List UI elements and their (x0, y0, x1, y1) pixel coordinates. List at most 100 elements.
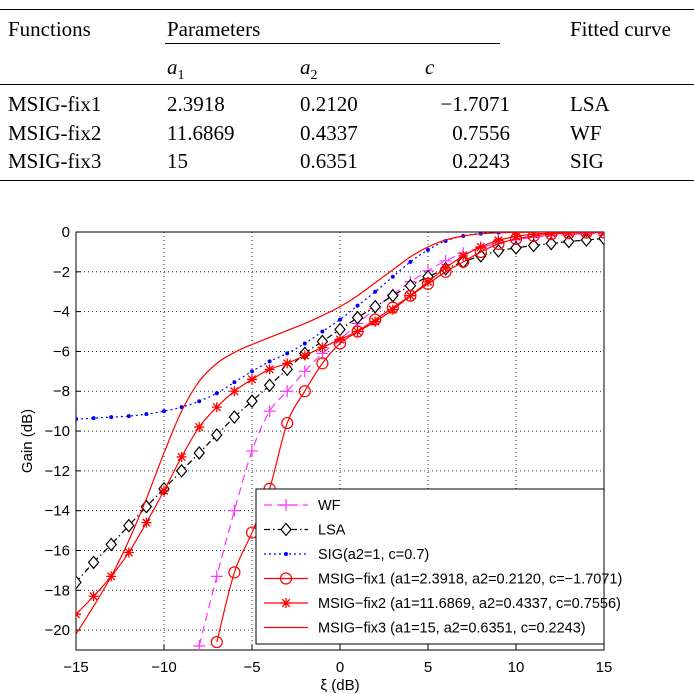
data-point-msig-fix1 (404, 289, 417, 302)
data-point-msig-fix2 (299, 350, 310, 361)
row-c: 0.7556 (452, 121, 510, 145)
data-point-sig (373, 289, 378, 294)
y-tick-label: 0 (62, 224, 70, 241)
row-c: −1.7071 (440, 92, 510, 116)
data-point-msig-fix1 (281, 416, 294, 430)
y-tick-label: −2 (53, 264, 70, 281)
legend-label: MSIG−fix1 (a1=2.3918, a2=0.2120, c=−1.70… (318, 572, 622, 588)
data-point-msig-fix2 (229, 386, 240, 397)
data-point-msig-fix2 (335, 334, 345, 345)
data-point-lsa (580, 233, 593, 247)
row-a1: 15 (167, 149, 188, 173)
x-tick-label: −5 (243, 659, 260, 676)
data-point-msig-fix2 (370, 316, 381, 327)
header-functions: Functions (8, 17, 91, 41)
legend-item-wf: WF (264, 498, 341, 514)
data-point-sig (232, 380, 237, 385)
data-point-sig (197, 399, 202, 404)
data-point-sig (162, 409, 166, 414)
data-point-lsa (351, 310, 364, 325)
x-axis-label: ξ (dB) (320, 677, 359, 694)
data-point-msig-fix1 (545, 232, 558, 241)
data-point-lsa (211, 428, 223, 442)
y-tick-label: −20 (45, 622, 70, 639)
y-tick-label: −18 (45, 582, 70, 599)
data-point-msig-fix1 (351, 325, 364, 338)
row-curve: LSA (570, 92, 610, 116)
data-point-msig-fix2 (317, 342, 328, 353)
data-point-lsa (246, 394, 258, 409)
header-c: c (425, 55, 435, 79)
row-name: MSIG-fix2 (8, 121, 102, 145)
data-point-msig-fix2 (528, 232, 539, 240)
legend-box (255, 488, 605, 645)
data-point-msig-fix2 (123, 547, 134, 558)
data-point-msig-fix1 (527, 232, 540, 243)
y-tick-label: −16 (45, 542, 70, 559)
legend-item-sig: SIG(a2=1, c=0.7) (264, 547, 429, 563)
data-point-lsa (228, 410, 241, 425)
legend-swatch-marker (280, 499, 292, 511)
data-point-msig-fix2 (458, 250, 469, 261)
data-point-sig (390, 274, 395, 279)
data-point-sig (302, 341, 307, 346)
data-point-sig (355, 303, 360, 308)
legend-label: SIG(a2=1, c=0.7) (318, 547, 429, 563)
data-point-lsa (105, 537, 117, 552)
data-point-lsa (492, 243, 505, 258)
data-point-msig-fix2 (141, 517, 152, 528)
y-axis-label: Gain (dB) (19, 409, 36, 473)
axes: −15 −10 −5 0 5 10 15 0 −2 −4 −6 −8 −10 −12 −14 −16 −18 −2… (19, 224, 612, 694)
row-a2: 0.6351 (300, 149, 358, 173)
data-point-msig-fix1 (316, 357, 329, 370)
data-point-msig-fix2 (176, 451, 187, 462)
data-point-sig (250, 369, 254, 374)
data-point-msig-fix1 (228, 566, 241, 579)
legend-swatch-marker (284, 552, 288, 556)
header-fitted-curve: Fitted curve (570, 17, 671, 41)
x-tick-label: 10 (508, 659, 525, 676)
header-a1: a1 (167, 55, 185, 84)
data-point-wf (598, 232, 604, 240)
data-point-lsa (369, 299, 381, 314)
header-a2: a2 (300, 55, 318, 84)
x-tick-label: −15 (63, 659, 88, 676)
data-point-wf (298, 365, 311, 378)
legend-item-msig-fix2: MSIG−fix2 (a1=11.6869, a2=0.4337, c=0.75… (264, 596, 621, 612)
data-point-lsa (545, 236, 557, 251)
data-point-sig (76, 417, 78, 422)
x-tick-label: 5 (424, 659, 432, 676)
x-tick-label: 0 (336, 659, 344, 676)
row-a1: 11.6869 (167, 121, 235, 145)
row-name: MSIG-fix3 (8, 149, 102, 173)
data-point-lsa (527, 238, 540, 253)
data-point-lsa (76, 575, 82, 590)
data-point-sig (109, 415, 114, 420)
data-point-msig-fix2 (282, 358, 293, 369)
y-tick-label: −14 (45, 503, 70, 520)
data-point-sig (267, 359, 272, 364)
data-point-msig-fix1 (210, 635, 223, 649)
data-point-msig-fix2 (247, 374, 257, 385)
data-point-msig-fix2 (194, 422, 205, 433)
legend-swatch-marker (281, 598, 291, 608)
row-a2: 0.2120 (300, 92, 358, 116)
y-tick-label: −12 (45, 463, 70, 480)
data-point-msig-fix2 (493, 235, 504, 246)
series-msig-fix3 (76, 232, 604, 635)
data-point-msig-fix1 (298, 385, 311, 398)
legend: WF LSA SIG(a2=1, c=0.7) MSIG−fix1 (a1=2.391… (255, 488, 622, 645)
data-point-msig-fix2 (88, 591, 99, 602)
data-point-msig-fix2 (352, 326, 363, 337)
data-point-sig (320, 329, 325, 334)
data-point-msig-fix2 (423, 276, 433, 287)
data-point-msig-fix2 (264, 364, 275, 375)
data-point-lsa (510, 240, 522, 255)
gain-chart: −15 −10 −5 0 5 10 15 0 −2 −4 −6 −8 −10 −12 −14 −16 −18 −2… (19, 224, 622, 694)
data-point-sig (126, 414, 131, 419)
row-curve: SIG (570, 149, 604, 173)
data-point-msig-fix2 (387, 304, 398, 315)
data-point-lsa (87, 555, 100, 570)
legend-label: MSIG−fix3 (a1=15, a2=0.6351, c=0.2243) (318, 621, 586, 637)
y-tick-label: −6 (53, 343, 70, 360)
